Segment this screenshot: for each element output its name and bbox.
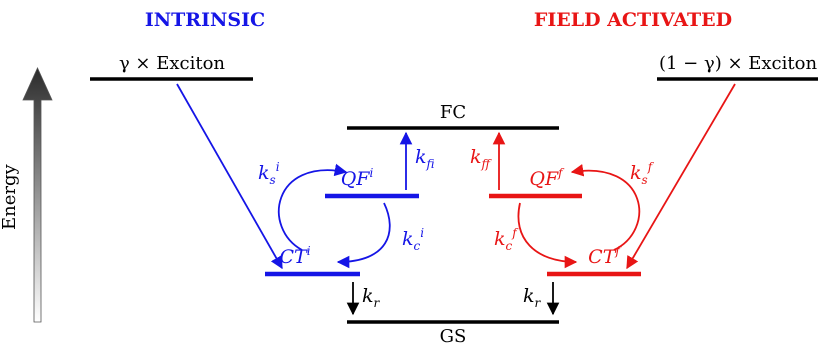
qf-f-to-ct-f-arrow	[518, 203, 576, 262]
fc-label: FC	[440, 102, 466, 123]
rate-kr-left: kr	[362, 285, 381, 310]
rate-kc-f: kcf	[494, 226, 519, 253]
rate-ks-i: ksi	[258, 160, 280, 187]
rate-kf-i: kfi	[415, 146, 435, 171]
qf-f-label: QFf	[529, 166, 565, 190]
exciton-intrinsic-label: γ × Exciton	[119, 53, 225, 74]
rate-kf-f: kff	[470, 146, 493, 171]
qf-i-label: QFi	[341, 166, 374, 190]
energy-label: Energy	[0, 163, 20, 230]
rate-ks-f: ksf	[630, 160, 655, 187]
energy-axis-arrow	[23, 68, 52, 322]
title-intrinsic: INTRINSIC	[145, 9, 265, 31]
ct-i-label: CTi	[279, 244, 310, 268]
gs-label: GS	[440, 326, 467, 346]
qf-i-to-ct-i-arrow	[338, 203, 390, 262]
ct-i-to-qf-i-arrow	[279, 170, 346, 250]
title-field-activated: FIELD ACTIVATED	[534, 9, 732, 31]
rate-kr-right: kr	[523, 285, 542, 310]
exciton-field-label: (1 − γ) × Exciton	[659, 53, 818, 74]
rate-kc-i: kci	[402, 226, 424, 253]
